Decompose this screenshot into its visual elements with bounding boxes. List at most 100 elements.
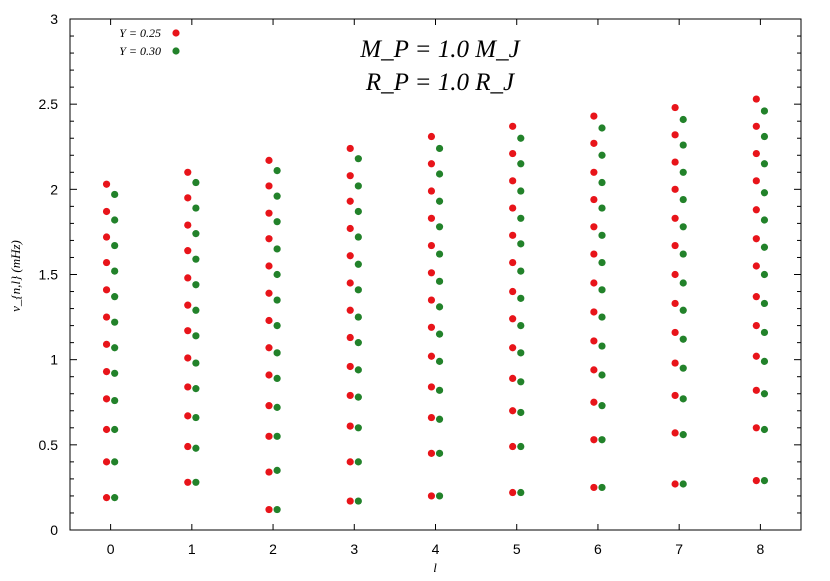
point-y030 <box>192 255 200 263</box>
point-y030 <box>517 240 525 248</box>
point-y030 <box>679 431 687 439</box>
point-y025 <box>265 505 273 514</box>
point-y030 <box>598 258 606 267</box>
x-tick-label: 5 <box>513 541 521 557</box>
point-y025 <box>509 177 517 185</box>
point-y025 <box>346 422 354 430</box>
point-y025 <box>184 194 192 202</box>
point-y025 <box>102 258 111 267</box>
point-y025 <box>509 122 517 130</box>
point-y030 <box>679 279 687 287</box>
point-y025 <box>184 354 192 362</box>
point-y025 <box>752 149 760 158</box>
point-y025 <box>509 488 517 497</box>
point-y025 <box>265 432 273 440</box>
point-y030 <box>192 230 200 238</box>
point-y025 <box>102 286 111 294</box>
x-tick-label: 4 <box>432 541 440 557</box>
point-y025 <box>346 333 354 342</box>
point-y025 <box>671 214 679 222</box>
point-y025 <box>509 258 517 267</box>
point-y030 <box>273 218 281 226</box>
point-y030 <box>111 425 119 434</box>
point-y025 <box>184 383 192 391</box>
point-y030 <box>517 187 525 195</box>
point-y030 <box>273 192 281 200</box>
point-y025 <box>427 352 436 360</box>
point-y030 <box>679 223 687 231</box>
point-y025 <box>752 352 760 360</box>
point-y030 <box>273 374 281 383</box>
point-y030 <box>273 322 281 330</box>
point-y030 <box>679 335 687 343</box>
point-y030 <box>760 357 769 365</box>
point-y030 <box>435 386 444 394</box>
point-y030 <box>111 241 119 250</box>
point-y030 <box>354 393 362 401</box>
point-y030 <box>354 233 362 241</box>
point-y030 <box>517 294 525 302</box>
point-y025 <box>671 158 679 166</box>
point-y030 <box>435 330 444 338</box>
x-tick-label: 3 <box>350 541 358 557</box>
point-y025 <box>752 322 760 330</box>
x-tick-label: 0 <box>107 541 115 557</box>
point-y025 <box>265 156 273 164</box>
point-y030 <box>517 442 525 451</box>
point-y025 <box>427 132 436 141</box>
point-y030 <box>435 449 444 457</box>
point-y030 <box>679 115 687 124</box>
point-y030 <box>760 425 769 434</box>
point-y025 <box>346 172 354 180</box>
point-y025 <box>509 287 517 296</box>
point-y025 <box>427 492 436 500</box>
point-y030 <box>435 492 444 500</box>
point-y030 <box>679 364 687 372</box>
point-y030 <box>354 182 362 190</box>
point-y030 <box>354 497 362 505</box>
point-y025 <box>102 313 111 321</box>
point-y025 <box>102 395 111 403</box>
point-y030 <box>111 369 119 377</box>
point-y025 <box>752 95 760 103</box>
point-y025 <box>671 391 679 400</box>
point-y025 <box>102 207 111 216</box>
point-y030 <box>273 432 281 440</box>
point-y025 <box>590 279 598 287</box>
y-tick-label: 1 <box>50 352 58 368</box>
point-y030 <box>111 216 119 224</box>
point-y030 <box>273 505 281 514</box>
point-y030 <box>760 243 769 251</box>
point-y030 <box>111 293 119 301</box>
point-y025 <box>346 306 354 314</box>
point-y025 <box>265 402 273 410</box>
point-y025 <box>346 497 354 505</box>
point-y025 <box>590 223 598 231</box>
point-y030 <box>598 286 606 294</box>
point-y025 <box>265 468 273 476</box>
point-y030 <box>760 477 769 485</box>
point-y030 <box>679 306 687 314</box>
point-y030 <box>760 299 769 308</box>
point-y030 <box>354 155 362 163</box>
annotation-mass: M_P = 1.0 M_J <box>359 36 521 63</box>
point-y025 <box>671 131 679 139</box>
point-y025 <box>509 442 517 451</box>
x-tick-label: 1 <box>188 541 196 557</box>
point-y030 <box>598 124 606 132</box>
point-y025 <box>346 144 354 153</box>
point-y025 <box>102 367 111 376</box>
point-y030 <box>192 413 200 422</box>
point-y025 <box>752 122 760 130</box>
point-y030 <box>679 395 687 403</box>
legend-label-y030: Y = 0.30 <box>119 44 161 58</box>
point-y025 <box>346 362 354 371</box>
point-y025 <box>590 366 598 374</box>
point-y025 <box>184 478 192 486</box>
point-y030 <box>192 306 200 314</box>
point-y030 <box>111 494 119 502</box>
point-y030 <box>273 466 281 474</box>
point-y025 <box>671 328 679 337</box>
point-y025 <box>265 209 273 217</box>
